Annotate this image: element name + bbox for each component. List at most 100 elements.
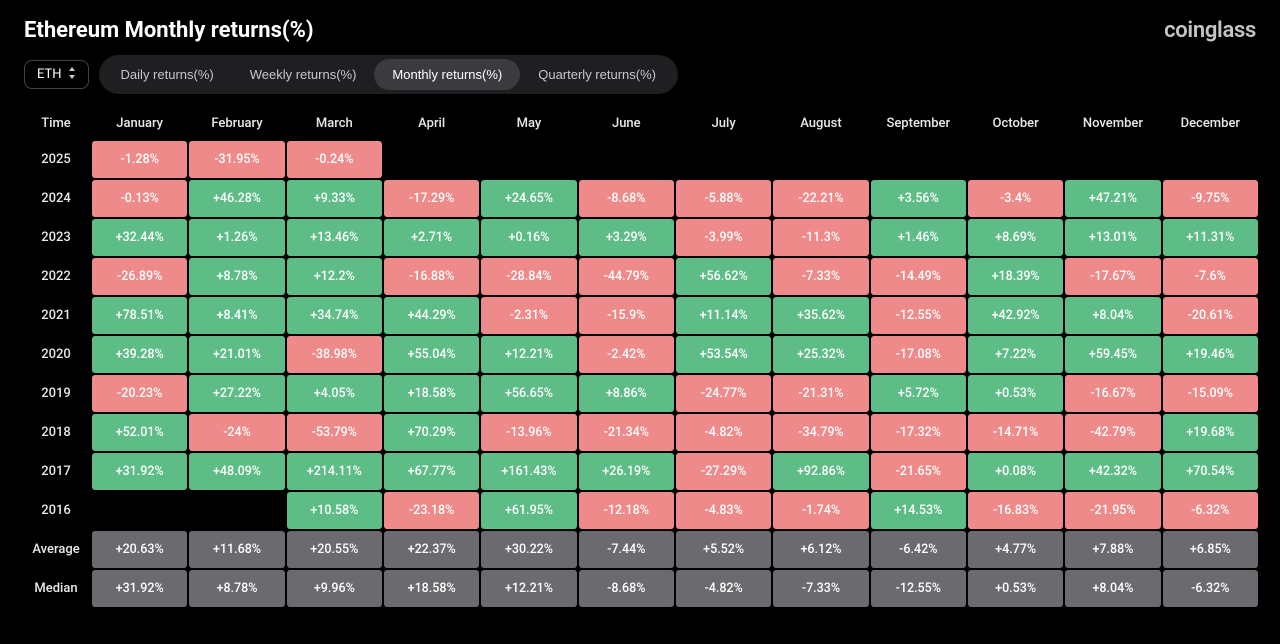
table-row: 2024-0.13%+46.28%+9.33%-17.29%+24.65%-8.… — [22, 180, 1258, 217]
return-cell: +67.77% — [384, 453, 479, 490]
return-cell: -9.75% — [1163, 180, 1258, 217]
return-cell — [676, 141, 771, 178]
return-cell: -34.79% — [773, 414, 868, 451]
return-cell: +8.41% — [189, 297, 284, 334]
return-cell: -7.6% — [1163, 258, 1258, 295]
return-cell: +7.22% — [968, 336, 1063, 373]
return-cell — [773, 141, 868, 178]
summary-cell: +0.53% — [968, 570, 1063, 607]
return-cell: +70.54% — [1163, 453, 1258, 490]
row-header-year: 2022 — [22, 258, 90, 295]
return-cell: +47.21% — [1065, 180, 1160, 217]
return-cell: +13.01% — [1065, 219, 1160, 256]
summary-cell: +31.92% — [92, 570, 187, 607]
return-cell: +8.04% — [1065, 297, 1160, 334]
return-cell: +161.43% — [481, 453, 576, 490]
column-header-april[interactable]: April — [384, 108, 479, 139]
return-cell: +92.86% — [773, 453, 868, 490]
column-header-january[interactable]: January — [92, 108, 187, 139]
return-cell: +12.21% — [481, 336, 576, 373]
asset-select[interactable]: ETH — [24, 60, 89, 89]
return-cell: +24.65% — [481, 180, 576, 217]
return-cell: +31.92% — [92, 453, 187, 490]
column-header-december[interactable]: December — [1163, 108, 1258, 139]
return-cell: +32.44% — [92, 219, 187, 256]
summary-cell: -6.32% — [1163, 570, 1258, 607]
tab-monthly-returns[interactable]: Monthly returns(%) — [374, 59, 520, 90]
summary-cell: +18.58% — [384, 570, 479, 607]
return-cell: +14.53% — [871, 492, 966, 529]
summary-cell: -7.44% — [579, 531, 674, 568]
summary-cell: +12.21% — [481, 570, 576, 607]
return-cell: +9.33% — [287, 180, 382, 217]
column-header-july[interactable]: July — [676, 108, 771, 139]
return-cell: +18.39% — [968, 258, 1063, 295]
column-header-august[interactable]: August — [773, 108, 868, 139]
return-cell: -3.4% — [968, 180, 1063, 217]
summary-cell: +30.22% — [481, 531, 576, 568]
return-cell: -28.84% — [481, 258, 576, 295]
return-cell: +2.71% — [384, 219, 479, 256]
return-cell: -22.21% — [773, 180, 868, 217]
page-title: Ethereum Monthly returns(%) — [24, 18, 314, 43]
row-header-summary: Median — [22, 570, 90, 607]
column-header-february[interactable]: February — [189, 108, 284, 139]
summary-cell: +9.96% — [287, 570, 382, 607]
column-header-may[interactable]: May — [481, 108, 576, 139]
column-header-june[interactable]: June — [579, 108, 674, 139]
summary-row: Median+31.92%+8.78%+9.96%+18.58%+12.21%-… — [22, 570, 1258, 607]
return-cell — [1163, 141, 1258, 178]
row-header-year: 2020 — [22, 336, 90, 373]
summary-cell: +20.63% — [92, 531, 187, 568]
return-cell: -7.33% — [773, 258, 868, 295]
return-cell: -8.68% — [579, 180, 674, 217]
return-cell: -38.98% — [287, 336, 382, 373]
row-header-year: 2024 — [22, 180, 90, 217]
return-cell: +1.26% — [189, 219, 284, 256]
return-cell: +3.29% — [579, 219, 674, 256]
summary-cell: +22.37% — [384, 531, 479, 568]
return-cell: -17.32% — [871, 414, 966, 451]
return-cell: -4.82% — [676, 414, 771, 451]
return-cell: +214.11% — [287, 453, 382, 490]
return-cell: +56.62% — [676, 258, 771, 295]
return-cell: +42.92% — [968, 297, 1063, 334]
return-cell: +35.62% — [773, 297, 868, 334]
return-cell — [384, 141, 479, 178]
return-cell: +3.56% — [871, 180, 966, 217]
row-header-year: 2017 — [22, 453, 90, 490]
summary-cell: +6.12% — [773, 531, 868, 568]
return-cell: +0.16% — [481, 219, 576, 256]
summary-cell: +4.77% — [968, 531, 1063, 568]
return-cell: +19.68% — [1163, 414, 1258, 451]
return-cell: -11.3% — [773, 219, 868, 256]
column-header-november[interactable]: November — [1065, 108, 1160, 139]
return-cell: -27.29% — [676, 453, 771, 490]
return-cell: -2.42% — [579, 336, 674, 373]
return-cell: -16.88% — [384, 258, 479, 295]
return-cell: -15.9% — [579, 297, 674, 334]
return-cell: +11.31% — [1163, 219, 1258, 256]
return-cell: +4.05% — [287, 375, 382, 412]
summary-cell: -4.82% — [676, 570, 771, 607]
period-tabs: Daily returns(%)Weekly returns(%)Monthly… — [99, 55, 678, 94]
return-cell — [579, 141, 674, 178]
tab-daily-returns[interactable]: Daily returns(%) — [103, 59, 232, 90]
column-header-october[interactable]: October — [968, 108, 1063, 139]
return-cell: -17.67% — [1065, 258, 1160, 295]
tab-quarterly-returns[interactable]: Quarterly returns(%) — [520, 59, 674, 90]
tab-weekly-returns[interactable]: Weekly returns(%) — [232, 59, 375, 90]
return-cell: +59.45% — [1065, 336, 1160, 373]
summary-cell: -12.55% — [871, 570, 966, 607]
return-cell: +8.86% — [579, 375, 674, 412]
return-cell: +53.54% — [676, 336, 771, 373]
return-cell: +34.74% — [287, 297, 382, 334]
return-cell: -24.77% — [676, 375, 771, 412]
column-header-september[interactable]: September — [871, 108, 966, 139]
return-cell — [1065, 141, 1160, 178]
return-cell: -16.83% — [968, 492, 1063, 529]
return-cell: -21.65% — [871, 453, 966, 490]
column-header-march[interactable]: March — [287, 108, 382, 139]
return-cell: -17.08% — [871, 336, 966, 373]
return-cell: -26.89% — [92, 258, 187, 295]
